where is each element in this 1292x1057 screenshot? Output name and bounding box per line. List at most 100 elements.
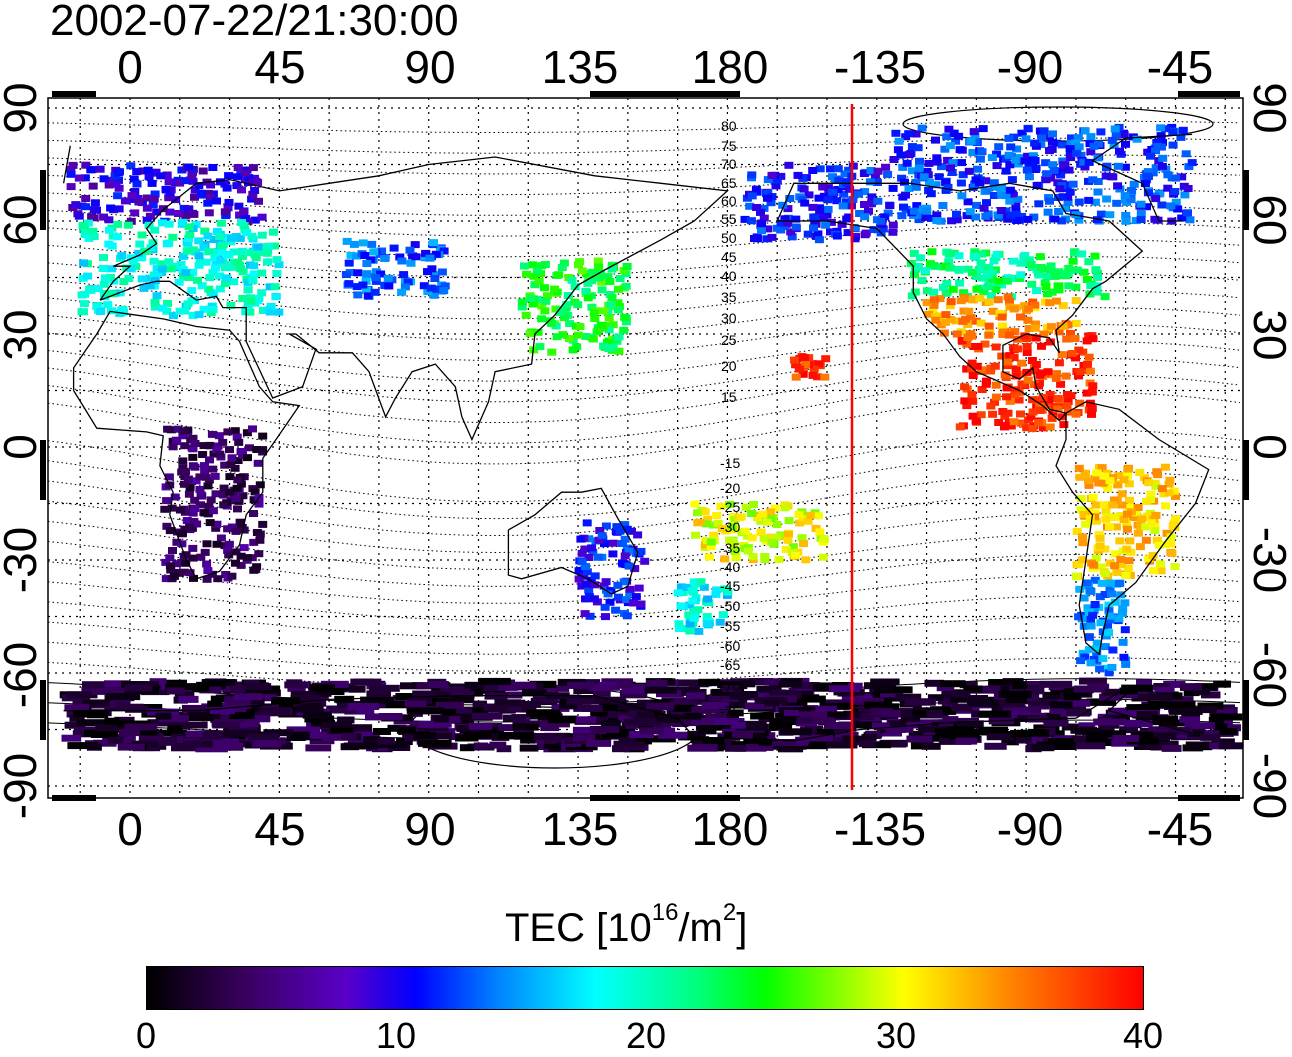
tec-cell	[1201, 691, 1221, 699]
tec-cell	[1089, 561, 1099, 569]
tec-cell	[173, 210, 183, 217]
tec-cell	[258, 306, 268, 314]
tec-cell	[801, 361, 810, 368]
tec-cell	[1028, 425, 1038, 432]
tec-cell	[783, 530, 793, 538]
tec-cell	[667, 719, 700, 727]
tec-cell	[1169, 719, 1186, 727]
tec-cell	[873, 683, 892, 691]
tec-cell	[181, 559, 191, 567]
tec-cell	[1030, 324, 1040, 332]
colorbar-title-end: ]	[736, 906, 748, 950]
tec-cell	[253, 243, 263, 251]
tec-cell	[242, 554, 252, 562]
tec-cell	[941, 311, 951, 319]
tec-cell	[400, 283, 410, 291]
tec-cell	[117, 252, 127, 260]
tec-cell	[718, 611, 728, 619]
tec-cell	[1135, 543, 1145, 551]
tec-cell	[182, 247, 192, 255]
tec-cell	[189, 574, 198, 582]
tec-cell	[1105, 612, 1115, 620]
tec-cell	[780, 215, 790, 223]
tec-cell	[984, 271, 994, 279]
tec-cell	[99, 175, 109, 183]
tec-cell	[1093, 154, 1103, 162]
tec-cell	[1169, 487, 1179, 495]
tec-cell	[982, 199, 991, 207]
tec-cell	[589, 595, 599, 603]
tec-cell	[91, 687, 125, 695]
tec-cell	[943, 156, 953, 164]
tec-cell	[929, 262, 939, 269]
tec-cell	[606, 711, 636, 719]
tec-cell	[104, 680, 131, 688]
tec-cell	[1097, 464, 1107, 472]
tec-cell	[1157, 485, 1167, 493]
tec-cell	[251, 254, 261, 262]
tec-cell	[498, 724, 518, 732]
tec-cell	[1180, 191, 1190, 199]
tec-cell	[962, 402, 972, 410]
tec-cell	[309, 731, 328, 739]
tec-cell	[684, 611, 694, 619]
tec-cell	[1117, 490, 1127, 498]
tec-cell	[192, 684, 210, 692]
tec-cell	[1079, 677, 1107, 685]
tec-cell	[1064, 282, 1074, 290]
tec-cell	[166, 566, 176, 574]
tec-cell	[979, 288, 989, 296]
tec-cell	[1007, 176, 1017, 184]
mag-lat-contour	[48, 491, 1241, 554]
tec-cell	[693, 509, 702, 517]
tec-cell	[157, 260, 167, 268]
tec-cell	[968, 372, 978, 379]
tec-cell	[99, 254, 108, 262]
tec-cell	[961, 315, 971, 323]
tec-cell	[717, 525, 727, 532]
tec-cell	[967, 269, 977, 277]
tec-cell	[197, 492, 207, 500]
tec-cell	[1068, 257, 1078, 265]
tec-cell	[932, 154, 942, 162]
tec-cell	[367, 240, 377, 248]
tec-cell	[939, 329, 949, 337]
tec-cell	[1078, 539, 1088, 547]
tec-cell	[988, 410, 998, 418]
tec-cell	[791, 223, 801, 231]
tec-cell	[673, 589, 683, 597]
tec-cell	[614, 731, 641, 739]
tec-cell	[459, 709, 489, 716]
tec-cell	[964, 167, 974, 175]
tec-cell	[412, 690, 443, 698]
tec-cell	[614, 347, 624, 355]
tec-cell	[1062, 402, 1072, 410]
tec-cell	[1142, 497, 1152, 505]
tec-cell	[248, 164, 258, 172]
tec-cell	[89, 214, 99, 222]
tec-cell	[607, 265, 617, 273]
tec-cell	[931, 316, 941, 324]
tec-cell	[889, 156, 899, 163]
tec-cell	[1136, 216, 1146, 223]
tec-cell	[765, 515, 775, 522]
tec-cell	[216, 534, 226, 542]
tec-cell	[600, 540, 609, 548]
tec-cell	[478, 677, 511, 685]
tec-cell	[703, 595, 713, 603]
tec-cell	[798, 174, 808, 182]
tec-cell	[241, 169, 250, 177]
tec-cell	[362, 260, 372, 267]
tec-cell	[841, 198, 851, 206]
tec-cell	[187, 172, 197, 180]
tec-cell	[872, 722, 890, 730]
tec-cell	[1161, 744, 1182, 752]
tec-cell	[697, 727, 717, 735]
tec-cell	[80, 290, 90, 298]
tec-cell	[985, 685, 1001, 693]
tec-cell	[711, 688, 730, 696]
tec-cell	[629, 599, 638, 607]
tec-cell	[81, 681, 105, 689]
tec-cell	[997, 313, 1007, 321]
tec-cell	[1101, 515, 1111, 523]
